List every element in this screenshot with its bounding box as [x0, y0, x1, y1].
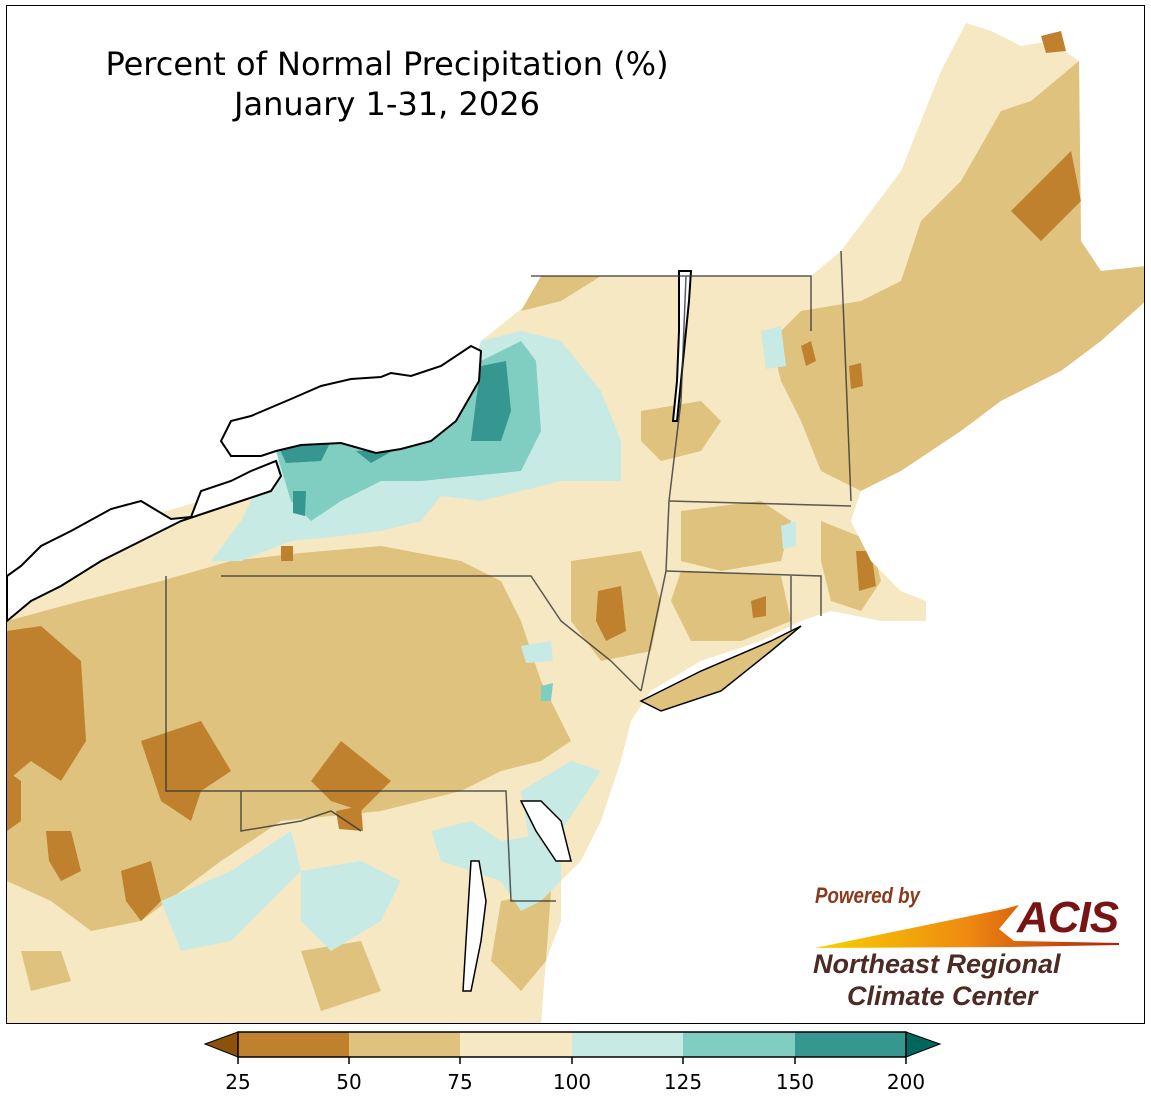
- powered-by-text: Powered by: [815, 883, 920, 908]
- title-line2: January 1-31, 2026: [234, 85, 540, 123]
- lake-erie: [7, 459, 283, 623]
- map-frame: Percent of Normal Precipitation (%) Janu…: [6, 5, 1145, 1024]
- long-island: [639, 625, 802, 712]
- bin-150-200: [276, 361, 511, 516]
- colorbar-bin-50-75: [349, 1032, 460, 1057]
- colorbar-tick-label: 200: [886, 1070, 926, 1094]
- colorbar-bin-100-125: [572, 1032, 683, 1057]
- colorbar-tick-label: 125: [663, 1070, 703, 1094]
- colorbar-tick-label: 25: [225, 1070, 251, 1094]
- bin-25-50: [7, 31, 1081, 921]
- title-line1: Percent of Normal Precipitation (%): [105, 45, 669, 83]
- colorbar-over-arrow: [905, 1031, 942, 1058]
- colorbar-bin-125-150: [683, 1032, 795, 1057]
- colorbar-bin-75-100: [460, 1032, 572, 1057]
- lake-ontario: [219, 344, 483, 457]
- colorbar-under-arrow: [203, 1031, 239, 1058]
- acis-swoosh-icon: [815, 905, 1119, 948]
- org-name-line1: Northeast Regional: [813, 949, 1061, 979]
- delaware-bay: [519, 800, 572, 862]
- map-title: Percent of Normal Precipitation (%) Janu…: [47, 44, 727, 124]
- colorbar: [203, 1031, 942, 1064]
- atlantic-ocean: [541, 302, 1144, 1023]
- colorbar-tick-label: 75: [447, 1070, 473, 1094]
- colorbar-bin-150-200: [795, 1032, 906, 1057]
- nrcc-acis-logo: Powered by ACIS Northeast Regional Clima…: [809, 879, 1129, 1019]
- acis-brand-text: ACIS: [1017, 893, 1119, 942]
- colorbar-bin-25-50: [238, 1032, 349, 1057]
- precipitation-map: [7, 23, 1144, 1023]
- colorbar-ticks: [237, 1057, 907, 1064]
- colorbar-tick-label: 150: [775, 1070, 815, 1094]
- bin-50-75: [7, 61, 1144, 1011]
- org-name-line2: Climate Center: [847, 981, 1038, 1011]
- lake-champlain: [671, 270, 693, 422]
- state-borders: [165, 250, 852, 902]
- colorbar-tick-label: 50: [336, 1070, 362, 1094]
- chesapeake-bay: [462, 860, 487, 992]
- colorbar-tick-label: 100: [552, 1070, 592, 1094]
- lakes: [7, 270, 693, 623]
